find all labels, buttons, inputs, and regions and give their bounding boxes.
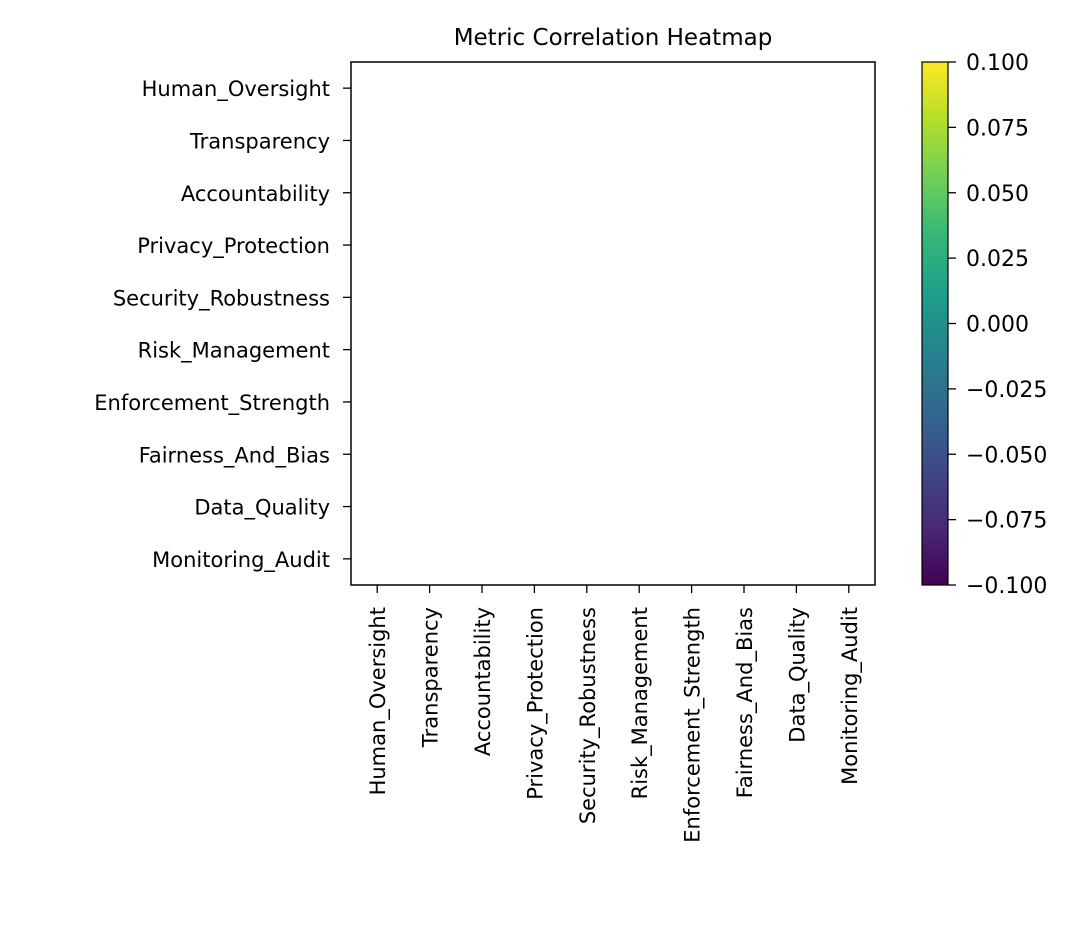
colorbar-tick-label: 0.075 xyxy=(966,116,1029,141)
x-tick-label: Human_Oversight xyxy=(366,607,391,795)
y-tick-label: Fairness_And_Bias xyxy=(139,443,330,468)
x-tick-label: Security_Robustness xyxy=(576,607,601,824)
x-tick-label: Fairness_And_Bias xyxy=(733,607,758,798)
colorbar-tick-label: 0.100 xyxy=(966,51,1029,76)
x-tick-label: Privacy_Protection xyxy=(523,607,548,800)
x-tick-label: Monitoring_Audit xyxy=(838,607,863,785)
x-tick-label: Transparency xyxy=(419,607,443,748)
y-tick-label: Monitoring_Audit xyxy=(152,548,330,573)
x-tick-label: Data_Quality xyxy=(785,607,810,743)
x-tick-label: Risk_Management xyxy=(628,607,653,799)
colorbar-tick-label: −0.100 xyxy=(966,574,1047,599)
y-tick-label: Human_Oversight xyxy=(142,77,330,102)
colorbar-tick-label: 0.050 xyxy=(966,182,1029,207)
y-tick-label: Transparency xyxy=(189,129,330,153)
colorbar-tick-label: 0.000 xyxy=(966,313,1029,338)
y-tick-label: Enforcement_Strength xyxy=(94,391,330,416)
x-axis-ticks: Human_Oversight Transparency Accountabilit… xyxy=(366,585,863,843)
chart-title: Metric Correlation Heatmap xyxy=(454,25,773,51)
x-tick-label: Accountability xyxy=(471,607,495,756)
heatmap-area xyxy=(350,61,876,586)
y-tick-label: Privacy_Protection xyxy=(137,234,330,259)
colorbar xyxy=(921,61,949,586)
y-axis-ticks: Human_Oversight Transparency Accountabilit… xyxy=(94,77,351,573)
colorbar-tick-label: −0.050 xyxy=(966,443,1047,468)
colorbar-ticks: 0.100 0.075 0.050 0.025 0.000 −0.025 −0.050 −0.… xyxy=(948,51,1047,599)
y-tick-label: Security_Robustness xyxy=(113,286,330,311)
x-tick-label: Enforcement_Strength xyxy=(681,607,706,843)
colorbar-tick-label: −0.075 xyxy=(966,509,1047,534)
colorbar-tick-label: 0.025 xyxy=(966,247,1029,272)
y-tick-label: Accountability xyxy=(181,182,330,206)
y-tick-label: Risk_Management xyxy=(138,339,330,364)
colorbar-tick-label: −0.025 xyxy=(966,378,1047,403)
y-tick-label: Data_Quality xyxy=(194,496,330,521)
